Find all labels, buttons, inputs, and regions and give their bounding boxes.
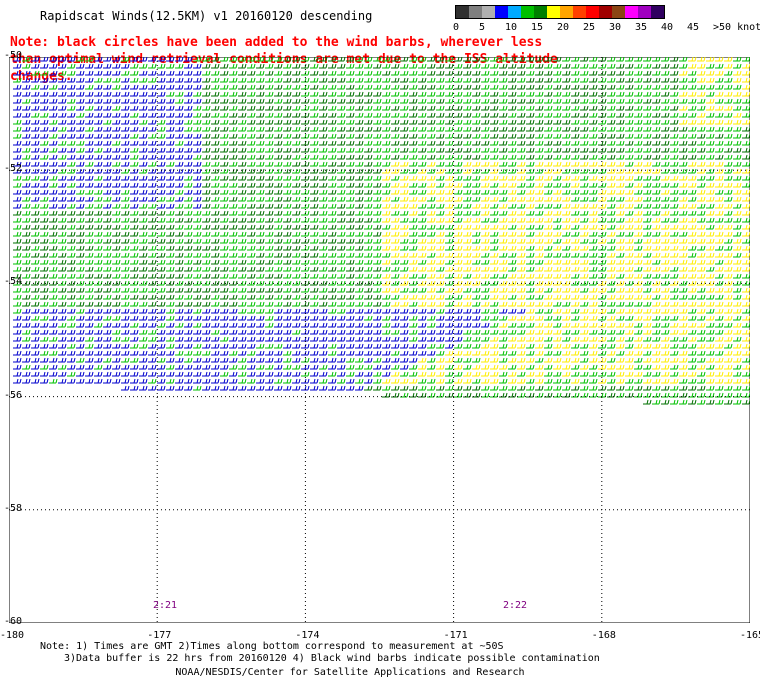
legend-swatch — [482, 6, 495, 18]
latitude-label: -58 — [4, 502, 23, 514]
legend-label: 15 — [531, 22, 544, 33]
legend-swatch — [456, 6, 469, 18]
longitude-label: -180 — [0, 630, 25, 641]
legend-swatch — [612, 6, 625, 18]
legend-swatch — [651, 6, 664, 18]
latitude-label: -50 — [4, 50, 23, 61]
legend-label: 30 — [609, 22, 622, 33]
wind-barb-group — [13, 57, 750, 405]
latitude-label: -60 — [4, 616, 23, 627]
latitude-label: -54 — [4, 276, 23, 288]
wind-barb-group — [13, 57, 750, 405]
legend-label: >50 knots — [713, 22, 760, 33]
legend-swatch — [573, 6, 586, 18]
longitude-label: -171 — [443, 630, 468, 641]
wind-barb-map — [9, 57, 750, 623]
legend-swatch — [586, 6, 599, 18]
legend-label: 5 — [479, 22, 486, 33]
legend-color-bar — [455, 5, 665, 19]
longitude-label: -168 — [591, 630, 616, 641]
legend-label: 45 — [687, 22, 700, 33]
longitude-label: -165 — [740, 630, 760, 641]
latitude-label: -52 — [4, 163, 23, 175]
legend-label: 20 — [557, 22, 570, 33]
legend-swatch — [599, 6, 612, 18]
legend-swatch — [495, 6, 508, 18]
legend-label: 10 — [505, 22, 518, 33]
legend-swatch — [508, 6, 521, 18]
legend-labels: 0 5 10 15 20 25 30 35 40 45 >50 knots — [453, 22, 760, 36]
legend-label: 35 — [635, 22, 648, 33]
time-label: 2:21 — [153, 600, 178, 611]
legend-label: 40 — [661, 22, 674, 33]
legend-swatch — [469, 6, 482, 18]
legend-label: 0 — [453, 22, 460, 33]
time-label: 2:22 — [503, 600, 528, 611]
wind-speed-legend: 0 5 10 15 20 25 30 35 40 45 >50 knots — [453, 5, 760, 36]
longitude-label: -174 — [295, 630, 320, 641]
latitude-label: -56 — [4, 389, 23, 401]
chart-title: Rapidscat Winds(12.5KM) v1 20160120 desc… — [40, 9, 373, 23]
legend-swatch — [547, 6, 560, 18]
wind-barb-group — [13, 57, 526, 391]
legend-swatch — [638, 6, 651, 18]
legend-swatch — [560, 6, 573, 18]
longitude-label: -177 — [147, 630, 172, 641]
footer-note-2: 3)Data buffer is 22 hrs from 20160120 4)… — [64, 653, 600, 664]
footer-credit: NOAA/NESDIS/Center for Satellite Applica… — [175, 667, 525, 678]
altitude-note: Note: black circles have been added to t… — [10, 35, 558, 84]
legend-label: 25 — [583, 22, 596, 33]
wind-barbs — [13, 57, 750, 405]
legend-swatch — [625, 6, 638, 18]
legend-swatch — [521, 6, 534, 18]
wind-barb-group — [382, 57, 750, 384]
footer-note-1: Note: 1) Times are GMT 2)Times along bot… — [40, 641, 504, 652]
legend-swatch — [534, 6, 547, 18]
